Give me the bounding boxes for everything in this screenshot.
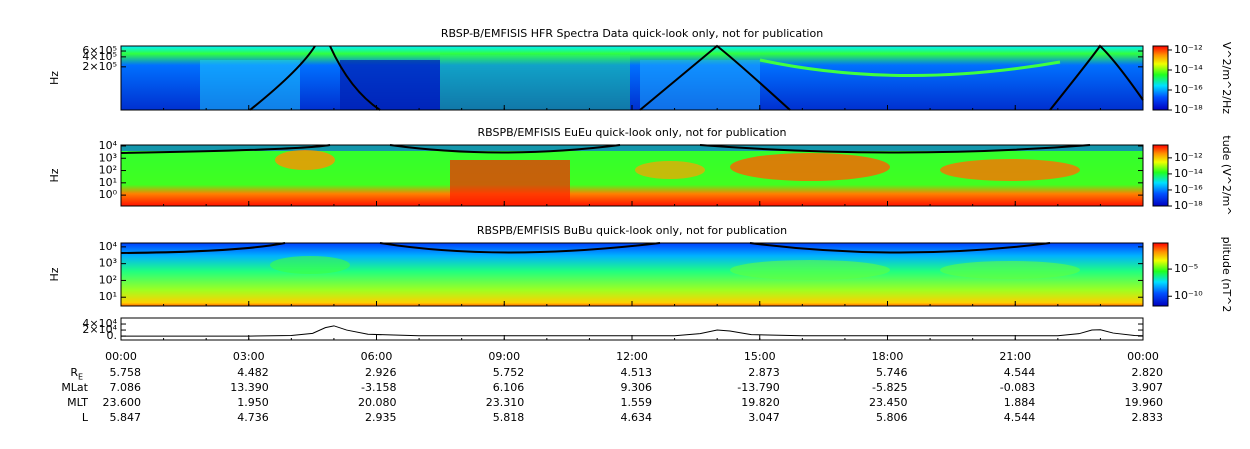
- ephemeris-value: 2.926: [365, 366, 397, 379]
- ephemeris-value: 5.758: [110, 366, 142, 379]
- ephemeris-value: 5.806: [876, 411, 908, 424]
- x-tick-label: 00:00: [105, 350, 137, 363]
- ephemeris-value: -5.825: [872, 381, 907, 394]
- y-tick-label: 4×10⁵: [82, 50, 117, 63]
- ephemeris-value: 20.080: [358, 396, 397, 409]
- y-tick-label: 10²: [99, 164, 117, 177]
- ephemeris-value: -13.790: [737, 381, 779, 394]
- ephemeris-value: 5.746: [876, 366, 908, 379]
- y-tick-label: 10³: [99, 151, 117, 164]
- x-tick-label: 12:00: [616, 350, 648, 363]
- x-tick-label: 09:00: [488, 350, 520, 363]
- ephemeris-value: 19.820: [741, 396, 780, 409]
- y-tick-label: 2×10⁵: [82, 60, 117, 73]
- ephemeris-value: 4.736: [237, 411, 269, 424]
- x-tick-label: 18:00: [872, 350, 904, 363]
- colorbar: [1152, 144, 1169, 207]
- ephemeris-value: 1.884: [1004, 396, 1036, 409]
- ephemeris-value: 2.820: [1132, 366, 1164, 379]
- x-tick-label: 21:00: [999, 350, 1031, 363]
- colorbar-label: tude (V^2/m^: [1220, 135, 1233, 215]
- y-tick-label: 10³: [99, 257, 117, 270]
- colorbar-tick-label: 10⁻¹⁸: [1174, 103, 1203, 116]
- ephemeris-value: 3.047: [748, 411, 780, 424]
- ephemeris-label: R: [70, 366, 78, 379]
- colorbar-tick-label: 10⁻¹⁰: [1174, 289, 1203, 302]
- colorbar: [1152, 242, 1169, 307]
- colorbar-tick-label: 10⁻¹⁸: [1174, 199, 1203, 212]
- ephemeris-value: -0.083: [1000, 381, 1035, 394]
- y-tick-label: 10⁴: [99, 240, 118, 253]
- ephemeris-value: 4.544: [1004, 411, 1036, 424]
- x-tick-label: 03:00: [233, 350, 265, 363]
- ephemeris-value: 6.106: [493, 381, 525, 394]
- y-tick-label: 10¹: [99, 290, 117, 303]
- x-tick-label: 15:00: [744, 350, 776, 363]
- ephemeris-value: 3.907: [1132, 381, 1164, 394]
- spectrogram-image: [120, 44, 1144, 306]
- panel-title: RBSP-B/EMFISIS HFR Spectra Data quick-lo…: [441, 27, 823, 40]
- ephemeris-value: 23.600: [103, 396, 142, 409]
- ephemeris-value: 2.935: [365, 411, 397, 424]
- colorbar-label: plitude (nT^2: [1220, 237, 1233, 313]
- ephemeris-label-sub: E: [78, 373, 83, 382]
- y-axis-label: Hz: [48, 168, 61, 182]
- ephemeris-value: 23.310: [486, 396, 525, 409]
- y-tick-label: 6×10⁵: [82, 44, 117, 57]
- colorbar-tick-label: 10⁻¹⁶: [1174, 183, 1203, 196]
- ephemeris-value: 4.513: [621, 366, 653, 379]
- y-axis-label: Hz: [48, 71, 61, 85]
- colorbar-tick-label: 10⁻¹⁴: [1174, 167, 1203, 180]
- data-line: [121, 325, 1144, 337]
- ephemeris-value: 2.833: [1132, 411, 1164, 424]
- x-tick-label: 00:00: [1127, 350, 1159, 363]
- ephemeris-value: 9.306: [621, 381, 653, 394]
- y-tick-label: 10¹: [99, 176, 117, 189]
- ephemeris-value: 5.847: [110, 411, 142, 424]
- panel-title: RBSPB/EMFISIS BuBu quick-look only, not …: [477, 224, 787, 237]
- ephemeris-value: 4.482: [237, 366, 269, 379]
- ephemeris-value: -3.158: [361, 381, 396, 394]
- colorbar-tick-label: 10⁻¹⁴: [1174, 63, 1203, 76]
- colorbar-tick-label: 10⁻¹⁶: [1174, 83, 1203, 96]
- ephemeris-value: 7.086: [110, 381, 142, 394]
- ephemeris-label: MLat: [61, 381, 88, 394]
- y-tick-label: 4×10⁴: [82, 317, 117, 330]
- ephemeris-value: 4.544: [1004, 366, 1036, 379]
- ephemeris-value: 13.390: [230, 381, 269, 394]
- y-axis-label: Hz: [48, 267, 61, 281]
- colorbar-tick-label: 10⁻⁵: [1174, 262, 1198, 275]
- y-tick-label: 0.: [107, 329, 118, 342]
- y-tick-label: 10⁴: [99, 139, 118, 152]
- y-tick-label: 2×10⁴: [82, 323, 117, 336]
- ephemeris-value: 19.960: [1125, 396, 1164, 409]
- ephemeris-value: 23.450: [869, 396, 908, 409]
- ephemeris-value: 5.752: [493, 366, 525, 379]
- ephemeris-value: 4.634: [621, 411, 653, 424]
- x-tick-label: 06:00: [361, 350, 393, 363]
- ephemeris-label: MLT: [67, 396, 88, 409]
- y-tick-label: 10²: [99, 273, 117, 286]
- ephemeris-label: L: [82, 411, 89, 424]
- colorbar-label: V^2/m^2/Hz: [1220, 42, 1233, 114]
- colorbar: [1152, 45, 1169, 111]
- colorbar-tick-label: 10⁻¹²: [1174, 43, 1203, 56]
- ephemeris-value: 5.818: [493, 411, 525, 424]
- colorbar-tick-label: 10⁻¹²: [1174, 151, 1203, 164]
- panel-title: RBSPB/EMFISIS EuEu quick-look only, not …: [477, 126, 786, 139]
- y-tick-label: 10⁰: [99, 188, 118, 201]
- ephemeris-value: 1.559: [621, 396, 653, 409]
- ephemeris-value: 2.873: [748, 366, 780, 379]
- ephemeris-value: 1.950: [237, 396, 269, 409]
